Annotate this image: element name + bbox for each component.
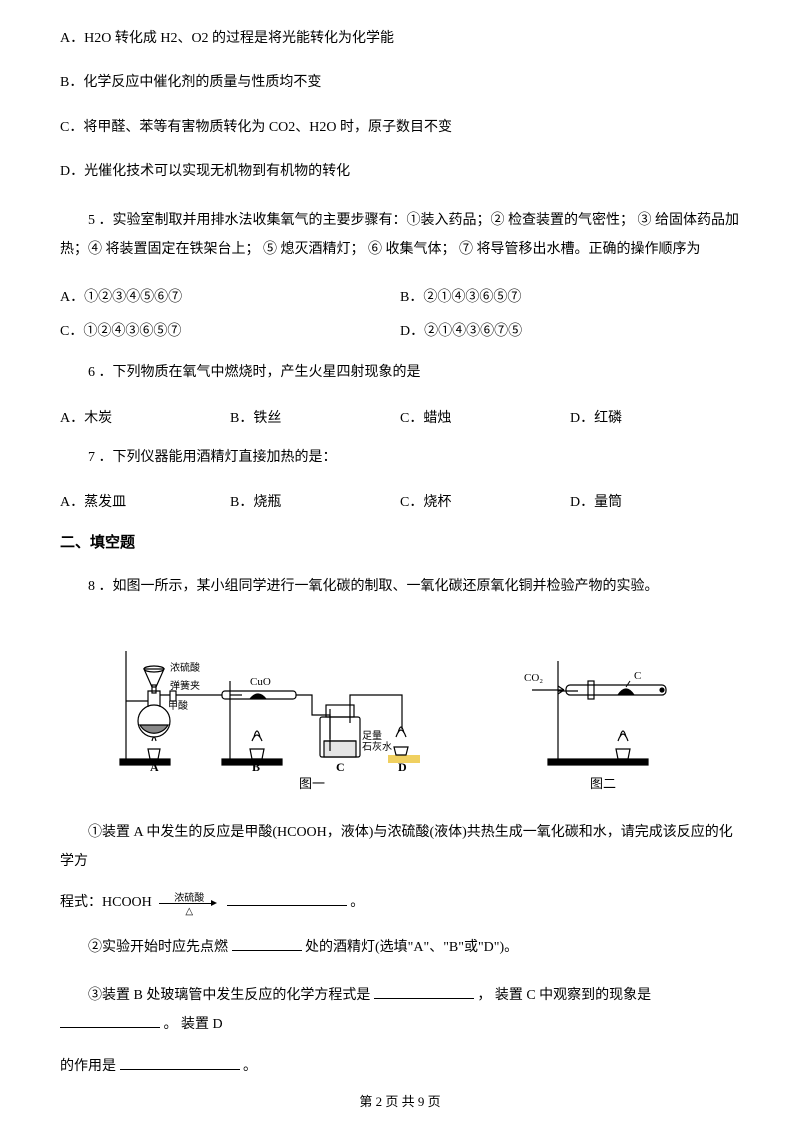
- q8-figures: 浓硫酸 弹簧夹 甲酸 A CuO B: [60, 621, 740, 792]
- page-footer: 第 2 页 共 9 页: [0, 1091, 800, 1110]
- q8-p1-line1: ①装置 A 中发生的反应是甲酸(HCOOH，液体)与浓硫酸(液体)共热生成一氧化…: [60, 818, 740, 877]
- q7-option-c: C．烧杯: [400, 491, 570, 511]
- label-sulfuric: 浓硫酸: [170, 661, 200, 674]
- label-c-powder: C: [634, 670, 641, 682]
- figure-1-svg: 浓硫酸 弹簧夹 甲酸 A CuO B: [112, 621, 512, 771]
- q4-option-a: A．H2O 转化成 H2、O2 的过程是将光能转化为化学能: [60, 28, 740, 50]
- figure-1-caption: 图一: [112, 773, 512, 792]
- q6-option-c: C．蜡烛: [400, 407, 570, 427]
- q4-option-d: D．光催化技术可以实现无机物到有机物的转化: [60, 161, 740, 183]
- q7-options: A．蒸发皿 B．烧瓶 C．烧杯 D．量筒: [60, 491, 740, 511]
- q8-p2b: 处的酒精灯(选填"A"、"B"或"D")。: [305, 940, 518, 955]
- q8-p1a: ①装置 A 中发生的反应是甲酸(HCOOH，液体)与浓硫酸(液体)共热生成一氧化…: [60, 825, 733, 869]
- q8-p1c: 。: [350, 895, 364, 910]
- q8-p1b: 程式：HCOOH: [60, 895, 152, 910]
- q6-option-b: B．铁丝: [230, 407, 400, 427]
- label-cuo: CuO: [250, 676, 271, 688]
- label-c: C: [336, 760, 345, 771]
- q8-p3b: ， 装置 C 中观察到的现象是: [477, 988, 651, 1003]
- q8-p3e: 。: [243, 1059, 257, 1074]
- q7-option-d: D．量筒: [570, 491, 740, 511]
- arrow-bottom-label: △: [159, 904, 219, 920]
- label-formic: 甲酸: [168, 699, 188, 712]
- q4-option-b: B．化学反应中催化剂的质量与性质均不变: [60, 72, 740, 94]
- label-co2: CO₂: [524, 672, 543, 684]
- q8-p3-row2: 的作用是 。: [60, 1056, 740, 1078]
- q5-option-b: B．②①④③⑥⑤⑦: [400, 286, 740, 306]
- q8-p3-row1: ③装置 B 处玻璃管中发生反应的化学方程式是 ， 装置 C 中观察到的现象是 。…: [60, 981, 740, 1040]
- q6-options: A．木炭 B．铁丝 C．蜡烛 D．红磷: [60, 407, 740, 427]
- q6-option-a: A．木炭: [60, 407, 230, 427]
- figure-2: CO₂ C 图二: [518, 621, 688, 792]
- q8-p3a: ③装置 B 处玻璃管中发生反应的化学方程式是: [88, 988, 370, 1003]
- label-d: D: [398, 760, 407, 771]
- q8-p2: ②实验开始时应先点燃 处的酒精灯(选填"A"、"B"或"D")。: [60, 937, 740, 959]
- blank-3: [374, 985, 474, 999]
- q6-stem: 6 ．下列物质在氧气中燃烧时，产生火星四射现象的是: [60, 362, 740, 384]
- label-b: B: [252, 760, 260, 771]
- q8-p3d: 的作用是: [60, 1059, 116, 1074]
- q6-option-d: D．红磷: [570, 407, 740, 427]
- blank-4: [60, 1014, 160, 1028]
- label-a: A: [150, 760, 159, 771]
- figure-1: 浓硫酸 弹簧夹 甲酸 A CuO B: [112, 621, 512, 792]
- q5-options-row2: C．①②④③⑥⑤⑦ D．②①④③⑥⑦⑤: [60, 320, 740, 340]
- q5-option-c: C．①②④③⑥⑤⑦: [60, 320, 400, 340]
- blank-2: [232, 937, 302, 951]
- q7-option-a: A．蒸发皿: [60, 491, 230, 511]
- q8-p1-line2: 程式：HCOOH 浓硫酸 △ 。: [60, 892, 740, 914]
- q7-stem: 7 ．下列仪器能用酒精灯直接加热的是：: [60, 447, 740, 469]
- figure-2-svg: CO₂ C: [518, 621, 688, 771]
- label-clamp: 弹簧夹: [170, 679, 200, 692]
- figure-2-caption: 图二: [518, 773, 688, 792]
- q8-stem: 8 ．如图一所示，某小组同学进行一氧化碳的制取、一氧化碳还原氧化铜并检验产物的实…: [60, 576, 740, 598]
- q5-option-d: D．②①④③⑥⑦⑤: [400, 320, 740, 340]
- reaction-arrow: 浓硫酸 △: [159, 893, 219, 913]
- q5-option-a: A．①②③④⑤⑥⑦: [60, 286, 400, 306]
- blank-5: [120, 1056, 240, 1070]
- q8-p2a: ②实验开始时应先点燃: [88, 940, 228, 955]
- q5-options-row1: A．①②③④⑤⑥⑦ B．②①④③⑥⑤⑦: [60, 286, 740, 306]
- q4-option-c: C．将甲醛、苯等有害物质转化为 CO2、H2O 时，原子数目不变: [60, 117, 740, 139]
- section-2-title: 二、填空题: [60, 531, 740, 552]
- blank-1: [227, 892, 347, 906]
- label-lime: 足量石灰水: [362, 730, 392, 753]
- q7-option-b: B．烧瓶: [230, 491, 400, 511]
- q8-p3c: 。 装置 D: [164, 1017, 223, 1032]
- q5-stem: 5 ．实验室制取并用排水法收集氧气的主要步骤有：①装入药品；② 检查装置的气密性…: [60, 206, 740, 265]
